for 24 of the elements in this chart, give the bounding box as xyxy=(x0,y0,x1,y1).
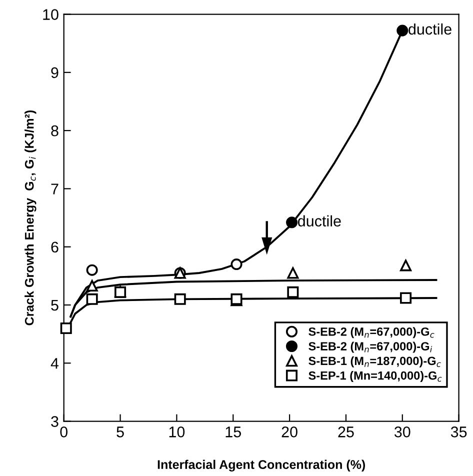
legend-label: S-EB-2 (M$_{n}$=67,000)-G$_{c}$ xyxy=(308,327,434,338)
y-tick-label: 7 xyxy=(51,184,58,194)
legend-label: S-EP-1 (Mn=140,000)-G$_{c}$ xyxy=(308,371,442,382)
x-tick-label: 10 xyxy=(169,426,185,438)
x-tick-label: 5 xyxy=(116,426,124,438)
legend-label: S-EB-1 (M$_{n}$=187,000)-G$_{c}$ xyxy=(308,356,441,368)
y-tick-label: 8 xyxy=(51,125,58,136)
x-tick-label: 0 xyxy=(60,426,68,438)
annotation: ductile xyxy=(298,215,341,227)
legend-label: S-EB-2 (M$_{n}$=67,000)-G$_{i}$ xyxy=(308,342,432,353)
x-axis-title: Interfacial Agent Concentration (%) xyxy=(158,460,366,472)
annotation: ductile xyxy=(408,23,452,35)
y-tick-label: 5 xyxy=(51,300,58,311)
y-tick-label: 4 xyxy=(50,358,59,369)
x-tick-label: 20 xyxy=(282,426,298,438)
y-tick-label: 3 xyxy=(51,416,58,427)
x-tick-label: 15 xyxy=(226,426,241,438)
x-tick-label: 25 xyxy=(338,426,354,438)
y-tick-label: 10 xyxy=(43,9,58,20)
y-tick-label: 6 xyxy=(51,242,58,253)
x-tick-label: 30 xyxy=(394,426,410,438)
y-tick-label: 9 xyxy=(51,67,58,78)
y-axis-title: Crack Growth Energy G$_{c}$, G$_{i}$ (KJ/m²) xyxy=(24,110,36,326)
x-tick-label: 35 xyxy=(450,426,467,438)
